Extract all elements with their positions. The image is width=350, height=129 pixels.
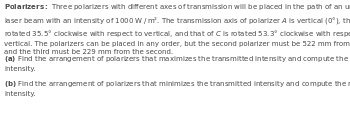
Text: $\bf{(b)}$ Find the arrangement of polarizers that minimizes the transmitted int: $\bf{(b)}$ Find the arrangement of polar… — [4, 79, 350, 97]
Text: $\bf{(a)}$ Find the arrangement of polarizers that maximizes the transmitted int: $\bf{(a)}$ Find the arrangement of polar… — [4, 54, 350, 72]
Text: $\bf{Polarizers:}$ Three polarizers with different axes of transmission will be : $\bf{Polarizers:}$ Three polarizers with… — [4, 2, 350, 55]
